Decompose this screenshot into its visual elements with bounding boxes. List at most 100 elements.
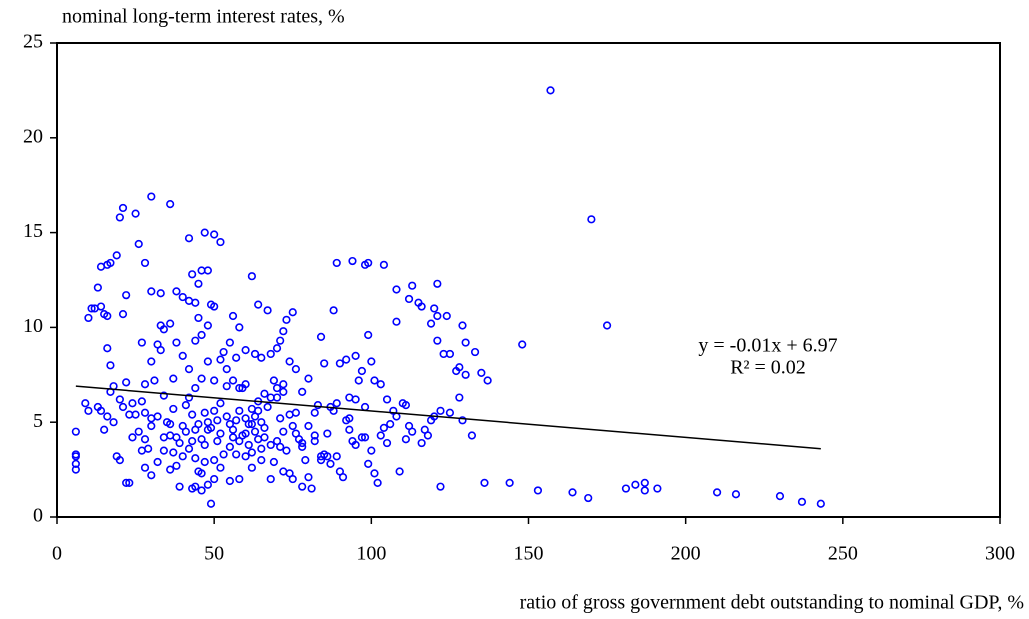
point	[360, 402, 370, 412]
point	[436, 406, 445, 415]
point	[210, 474, 219, 484]
point	[137, 397, 146, 406]
point	[166, 419, 175, 429]
point	[219, 347, 228, 357]
point	[122, 378, 131, 387]
point	[244, 419, 253, 429]
point	[178, 452, 187, 461]
point	[197, 330, 206, 340]
point	[467, 431, 477, 440]
point	[345, 393, 354, 402]
point	[584, 493, 593, 503]
point	[235, 406, 244, 415]
point	[477, 368, 486, 378]
point	[210, 406, 219, 415]
point	[316, 332, 326, 341]
point	[115, 456, 124, 465]
point	[106, 361, 115, 370]
trendline	[75, 385, 821, 450]
point	[323, 452, 332, 461]
point	[128, 399, 137, 408]
point	[194, 419, 203, 429]
point	[640, 478, 649, 487]
x-tick-label: 0	[52, 543, 62, 565]
point	[797, 497, 807, 506]
point	[150, 376, 159, 385]
point	[159, 433, 168, 442]
y-axis-title: nominal long-term interest rates, %	[62, 6, 345, 28]
point	[169, 448, 178, 457]
point	[156, 289, 165, 298]
point	[279, 380, 288, 389]
point	[71, 465, 80, 474]
x-tick-label: 150	[514, 543, 544, 565]
point	[200, 457, 209, 467]
point	[455, 363, 464, 372]
point	[140, 380, 150, 389]
point	[197, 486, 206, 495]
point	[640, 486, 649, 495]
point	[128, 433, 137, 442]
point	[232, 450, 241, 459]
point	[379, 423, 389, 432]
point	[364, 330, 373, 340]
point	[272, 344, 282, 353]
point	[414, 298, 423, 307]
point	[241, 452, 250, 461]
point	[225, 476, 234, 486]
point	[140, 408, 150, 417]
point	[430, 304, 439, 313]
x-tick-label: 200	[671, 543, 701, 565]
point	[250, 349, 260, 359]
point	[181, 427, 190, 436]
point	[166, 465, 175, 474]
point	[140, 258, 150, 268]
point	[568, 488, 577, 497]
point	[307, 484, 316, 493]
point	[210, 302, 219, 311]
point	[172, 461, 181, 470]
point	[178, 351, 187, 360]
point	[364, 459, 373, 469]
point	[197, 469, 206, 478]
point	[775, 492, 785, 501]
point	[131, 209, 140, 218]
point	[433, 279, 442, 288]
point	[81, 399, 90, 408]
point	[147, 421, 156, 431]
point	[329, 306, 338, 315]
point	[112, 251, 121, 260]
point	[285, 410, 294, 419]
point	[395, 467, 404, 476]
point	[376, 380, 385, 389]
point	[87, 304, 96, 313]
point	[235, 323, 244, 332]
point	[423, 431, 433, 440]
y-tick-label: 5	[33, 410, 43, 432]
point	[373, 478, 382, 487]
point	[159, 325, 168, 334]
y-tick-label: 10	[23, 315, 43, 337]
point	[335, 359, 345, 368]
point	[175, 438, 184, 448]
point	[140, 463, 150, 472]
point	[222, 365, 231, 374]
point	[156, 346, 165, 355]
point	[200, 228, 209, 237]
point	[282, 446, 291, 455]
point	[276, 414, 285, 423]
point	[279, 387, 288, 396]
point	[291, 365, 300, 374]
point	[71, 459, 80, 469]
point	[401, 401, 411, 410]
point	[266, 440, 275, 450]
point	[301, 456, 310, 465]
r-squared-annotation: R² = 0.02	[730, 357, 806, 379]
point	[257, 444, 266, 453]
point	[257, 353, 266, 362]
point	[118, 203, 128, 213]
point	[200, 440, 209, 450]
point	[222, 412, 231, 421]
point	[316, 456, 326, 465]
point	[298, 482, 307, 491]
